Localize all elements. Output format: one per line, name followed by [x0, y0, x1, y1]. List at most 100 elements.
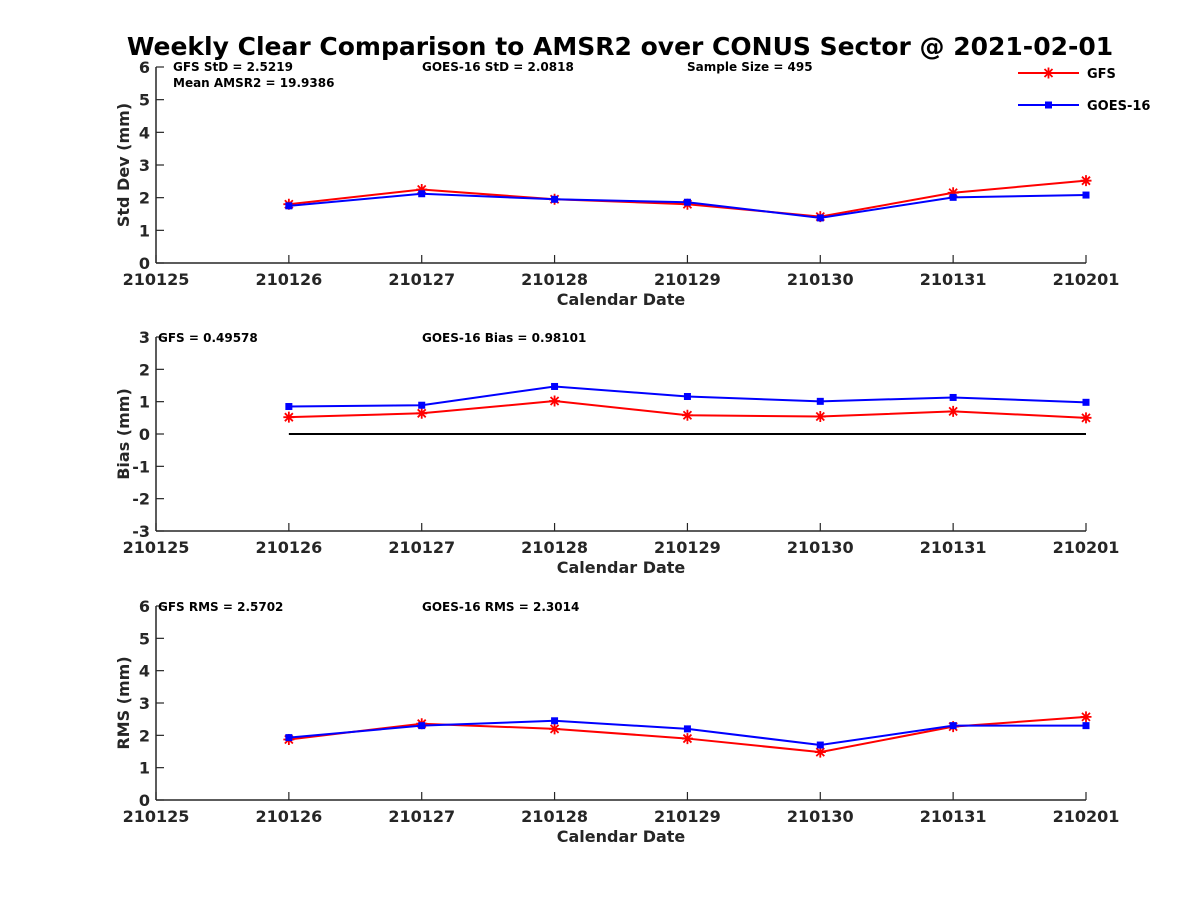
data-point	[816, 397, 824, 405]
x-tick-label: 210131	[920, 538, 987, 557]
y-tick-label: 1	[139, 221, 150, 240]
y-axis-label: Std Dev (mm)	[114, 103, 133, 227]
data-point	[283, 411, 295, 423]
data-point	[418, 190, 426, 198]
x-tick-label: 210130	[787, 538, 854, 557]
y-tick-label: 4	[139, 123, 150, 142]
data-point	[285, 734, 293, 742]
y-tick-label: -3	[132, 522, 150, 541]
y-tick-label: -1	[132, 457, 150, 476]
data-point	[683, 392, 691, 400]
data-point	[947, 405, 959, 417]
y-tick-label: 6	[139, 58, 150, 77]
x-tick-label: 210131	[920, 807, 987, 826]
y-tick-label: 1	[139, 393, 150, 412]
legend: GFS GOES-16	[1018, 67, 1150, 114]
data-point	[949, 193, 957, 201]
data-point	[947, 187, 959, 199]
y-tick-label: 6	[139, 597, 150, 616]
series-gfs	[283, 395, 1092, 424]
x-tick-label: 210130	[787, 807, 854, 826]
data-point	[949, 393, 957, 401]
stat-annotation: GFS = 0.49578	[158, 331, 258, 345]
data-point	[814, 411, 826, 423]
y-tick-label: 3	[139, 694, 150, 713]
data-point	[285, 403, 293, 411]
data-point	[416, 407, 428, 419]
x-tick-label: 210125	[123, 270, 190, 289]
data-point	[1082, 398, 1090, 406]
legend-label: GOES-16	[1087, 99, 1150, 114]
y-tick-label: 1	[139, 759, 150, 778]
y-tick-label: 0	[139, 254, 150, 273]
x-axis-label: Calendar Date	[557, 290, 686, 309]
x-tick-label: 210126	[255, 538, 322, 557]
stat-annotation: GFS StD = 2.5219	[173, 60, 293, 74]
y-tick-label: 5	[139, 629, 150, 648]
x-tick-label: 210128	[521, 807, 588, 826]
stat-annotation: GOES-16 Bias = 0.98101	[422, 331, 586, 345]
data-point	[681, 733, 693, 745]
data-point	[949, 722, 957, 730]
data-point	[1082, 722, 1090, 730]
x-tick-label: 210129	[654, 270, 721, 289]
data-point	[418, 401, 426, 409]
figure-title: Weekly Clear Comparison to AMSR2 over CO…	[127, 32, 1113, 61]
x-tick-label: 210129	[654, 538, 721, 557]
legend-label: GFS	[1087, 67, 1116, 82]
data-point	[285, 202, 293, 210]
legend-marker	[1045, 101, 1052, 109]
data-point	[551, 717, 559, 725]
y-tick-label: 0	[139, 791, 150, 810]
series-goes-16	[285, 717, 1090, 749]
series-goes-16	[285, 190, 1090, 222]
data-point	[683, 198, 691, 206]
data-point	[681, 409, 693, 421]
data-point	[1080, 175, 1092, 187]
x-tick-label: 210125	[123, 807, 190, 826]
legend-entry: GOES-16	[1018, 99, 1150, 114]
y-tick-label: 5	[139, 91, 150, 110]
x-axis-label: Calendar Date	[557, 558, 686, 577]
x-tick-label: 210201	[1053, 270, 1120, 289]
panel-3: 0 1 2 3 4 5 6 210125 210126 210127 210128 210129 210…	[114, 597, 1119, 846]
legend-entry: GFS	[1018, 67, 1116, 82]
x-tick-label: 210126	[255, 807, 322, 826]
data-point	[1082, 191, 1090, 199]
y-axis-label: RMS (mm)	[114, 656, 133, 749]
data-point	[416, 184, 428, 195]
x-tick-label: 210125	[123, 538, 190, 557]
data-point	[814, 746, 826, 758]
stat-annotation: Sample Size = 495	[687, 60, 813, 74]
stat-annotation: GOES-16 StD = 2.0818	[422, 60, 574, 74]
x-tick-label: 210201	[1053, 538, 1120, 557]
data-point	[816, 741, 824, 749]
y-tick-label: -2	[132, 490, 150, 509]
y-tick-label: 2	[139, 726, 150, 745]
stat-annotation: GFS RMS = 2.5702	[158, 600, 283, 614]
data-point	[551, 195, 559, 203]
y-axis-label: Bias (mm)	[114, 388, 133, 480]
panel-1: 0 1 2 3 4 5 6 210125 210126 210127 210128 210129 210…	[114, 58, 1119, 309]
x-tick-label: 210129	[654, 807, 721, 826]
data-point	[1080, 412, 1092, 424]
data-point	[816, 214, 824, 222]
x-tick-label: 210127	[388, 270, 455, 289]
y-tick-label: 0	[139, 425, 150, 444]
data-point	[418, 722, 426, 730]
x-tick-label: 210131	[920, 270, 987, 289]
y-tick-label: 3	[139, 156, 150, 175]
x-tick-label: 210127	[388, 807, 455, 826]
stat-annotation: Mean AMSR2 = 19.9386	[173, 76, 334, 90]
series-goes-16	[285, 382, 1090, 411]
y-tick-label: 2	[139, 360, 150, 379]
stat-annotation: GOES-16 RMS = 2.3014	[422, 600, 579, 614]
x-tick-label: 210127	[388, 538, 455, 557]
y-tick-label: 4	[139, 662, 150, 681]
x-tick-label: 210128	[521, 538, 588, 557]
legend-marker	[1043, 67, 1054, 79]
data-point	[683, 725, 691, 733]
